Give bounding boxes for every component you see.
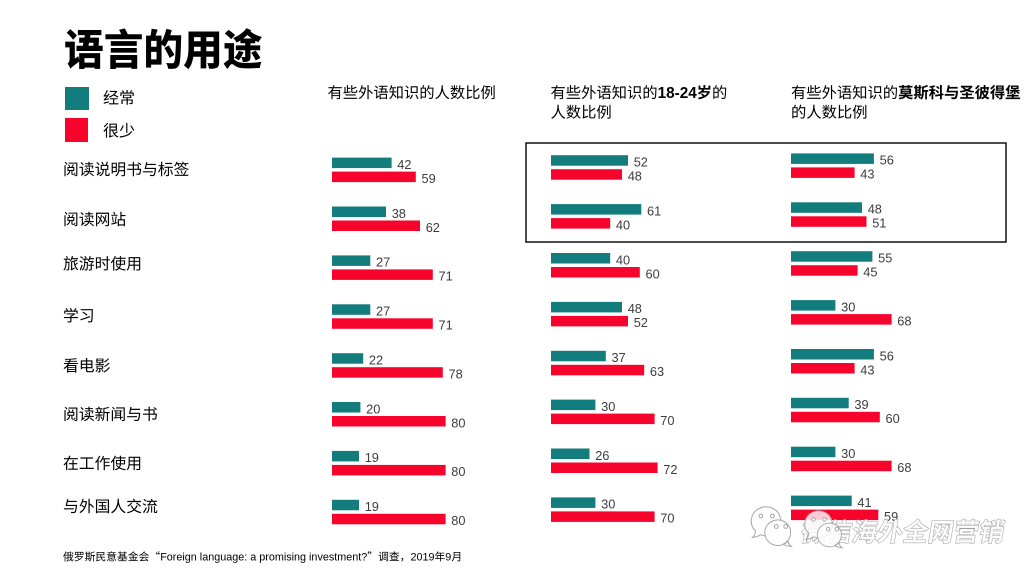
svg-text:51: 51 [872, 216, 886, 231]
svg-text:40: 40 [616, 217, 630, 232]
svg-text:71: 71 [439, 269, 453, 284]
svg-text:52: 52 [634, 155, 648, 170]
svg-text:41: 41 [857, 495, 871, 510]
svg-text:60: 60 [886, 411, 900, 426]
svg-text:38: 38 [392, 206, 406, 221]
svg-text:42: 42 [397, 157, 411, 172]
svg-text:27: 27 [376, 255, 390, 270]
svg-text:43: 43 [860, 167, 874, 182]
svg-text:30: 30 [841, 446, 855, 461]
svg-text:60: 60 [646, 266, 660, 281]
svg-text:56: 56 [880, 153, 894, 168]
svg-text:68: 68 [897, 313, 911, 328]
svg-text:48: 48 [868, 202, 882, 217]
svg-text:52: 52 [634, 315, 648, 330]
svg-text:48: 48 [628, 301, 642, 316]
svg-text:9: 9 [445, 552, 451, 564]
svg-text:70: 70 [660, 413, 674, 428]
svg-text:19: 19 [365, 450, 379, 465]
svg-text:80: 80 [451, 464, 465, 479]
svg-text:61: 61 [647, 203, 661, 218]
svg-text:80: 80 [451, 415, 465, 430]
svg-text:40: 40 [616, 252, 630, 267]
svg-text:30: 30 [601, 399, 615, 414]
svg-text:68: 68 [897, 460, 911, 475]
svg-text:Foreign language: a promising: Foreign language: a promising investment… [160, 552, 367, 564]
svg-text:20: 20 [366, 401, 380, 416]
svg-text:63: 63 [650, 364, 664, 379]
svg-text:2019: 2019 [411, 552, 435, 564]
svg-text:48: 48 [628, 169, 642, 184]
svg-text:78: 78 [449, 367, 463, 382]
svg-text:71: 71 [439, 318, 453, 333]
svg-text:27: 27 [376, 304, 390, 319]
svg-text:72: 72 [663, 462, 677, 477]
svg-text:45: 45 [863, 265, 877, 280]
svg-text:80: 80 [451, 513, 465, 528]
svg-text:56: 56 [880, 348, 894, 363]
svg-text:30: 30 [601, 497, 615, 512]
svg-text:70: 70 [660, 511, 674, 526]
svg-text:37: 37 [612, 350, 626, 365]
svg-text:22: 22 [369, 353, 383, 368]
svg-text:39: 39 [854, 397, 868, 412]
svg-text:18-24: 18-24 [658, 85, 698, 102]
svg-text:26: 26 [595, 448, 609, 463]
svg-text:55: 55 [878, 251, 892, 266]
svg-text:19: 19 [365, 499, 379, 514]
svg-text:59: 59 [422, 171, 436, 186]
svg-text:30: 30 [841, 299, 855, 314]
svg-text:62: 62 [426, 220, 440, 235]
svg-text:43: 43 [860, 362, 874, 377]
